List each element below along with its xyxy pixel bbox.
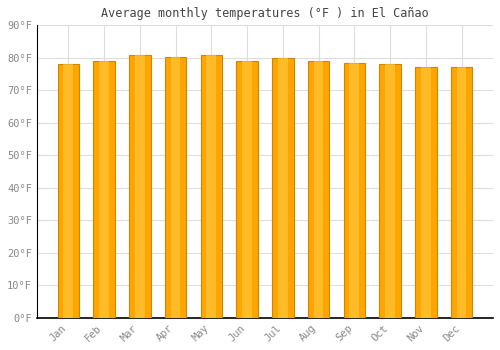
Bar [236,61,258,318]
Bar [308,61,330,318]
Bar [278,58,287,318]
Bar [242,61,252,318]
Bar [99,61,109,318]
Bar [457,67,466,318]
Bar [165,57,186,318]
Title: Average monthly temperatures (°F ) in El Cañao: Average monthly temperatures (°F ) in El… [101,7,429,20]
Bar [421,67,430,318]
Bar [350,63,359,318]
Bar [94,61,115,318]
Bar [200,55,222,318]
Bar [135,55,144,318]
Bar [170,57,180,318]
Bar [451,67,472,318]
Bar [129,55,150,318]
Bar [272,58,293,318]
Bar [380,64,401,318]
Bar [206,55,216,318]
Bar [386,64,395,318]
Bar [314,61,324,318]
Bar [415,67,436,318]
Bar [58,64,79,318]
Bar [64,64,73,318]
Bar [344,63,365,318]
